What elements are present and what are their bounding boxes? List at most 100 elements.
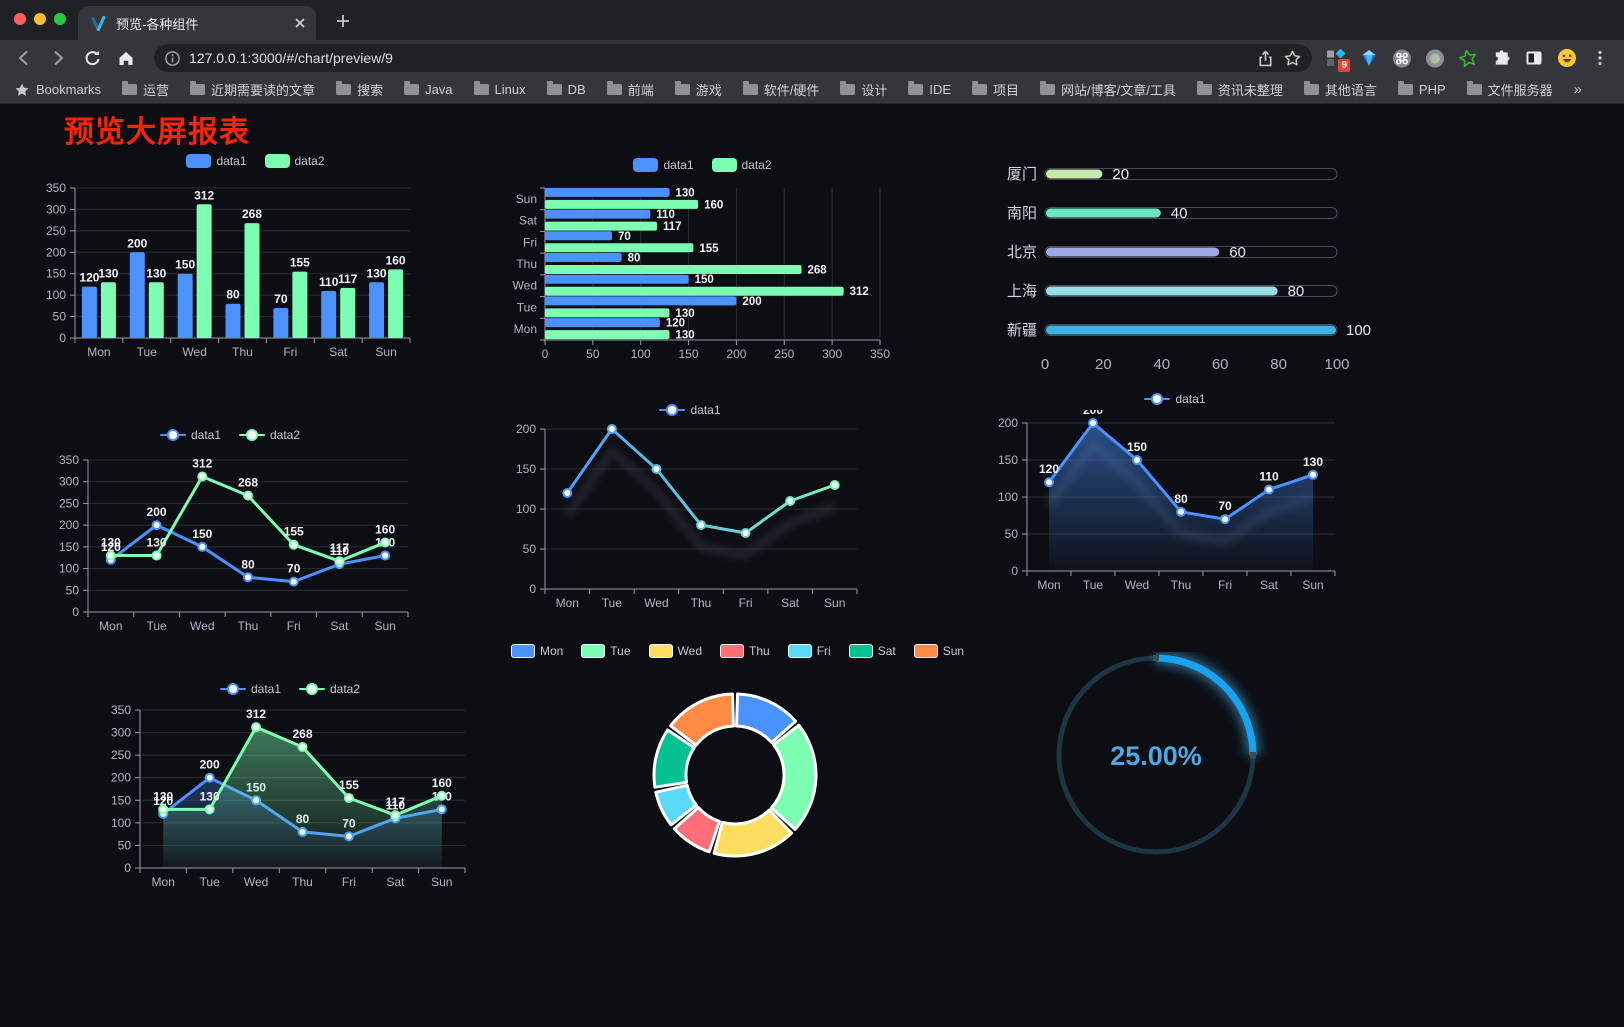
svg-text:350: 350 [111, 703, 131, 717]
bookmark-folder[interactable]: PHP [1397, 81, 1446, 97]
forward-button[interactable] [44, 44, 72, 72]
bookmark-folder[interactable]: DB [546, 81, 586, 97]
bookmarks-manager[interactable]: Bookmarks [14, 82, 101, 98]
svg-text:160: 160 [432, 776, 452, 790]
reload-button[interactable] [78, 44, 106, 72]
minimize-window-button[interactable] [34, 13, 46, 25]
svg-text:250: 250 [111, 748, 131, 762]
back-button[interactable] [10, 44, 38, 72]
browser-tab[interactable]: 预览-各种组件 [78, 6, 316, 40]
svg-text:300: 300 [59, 475, 79, 489]
svg-text:Fri: Fri [739, 596, 753, 609]
legend-item[interactable]: data1 [633, 158, 694, 172]
folder-icon [606, 81, 622, 95]
legend-item[interactable]: data1 [186, 154, 247, 168]
bookmarks-overflow-chevron[interactable]: » [1573, 81, 1583, 98]
svg-text:120: 120 [101, 540, 121, 554]
legend-item[interactable]: Mon [510, 644, 563, 658]
extension-gem-icon[interactable] [1359, 48, 1379, 68]
svg-text:200: 200 [742, 296, 761, 308]
svg-text:80: 80 [1174, 492, 1188, 506]
legend-item[interactable]: data1 [159, 428, 221, 442]
url-bar[interactable]: 127.0.0.1:3000/#/chart/preview/9 [154, 44, 1312, 72]
bookmark-folder[interactable]: 其他语言 [1303, 80, 1377, 99]
chart-legend: data1 [985, 388, 1365, 410]
folder-icon [1196, 81, 1212, 95]
legend-item[interactable]: data2 [299, 682, 360, 696]
svg-text:Sun: Sun [431, 875, 452, 889]
svg-text:Thu: Thu [238, 619, 259, 633]
legend-item[interactable]: Sat [848, 644, 896, 658]
svg-text:268: 268 [242, 207, 262, 221]
legend-item[interactable]: Sun [913, 644, 964, 658]
extensions-puzzle-icon[interactable] [1491, 48, 1511, 68]
bookmark-folder[interactable]: Java [404, 81, 453, 97]
bookmark-folder[interactable]: 搜索 [336, 80, 383, 99]
svg-text:110: 110 [386, 798, 406, 812]
legend-item[interactable]: data2 [239, 428, 300, 442]
bookmark-folder[interactable]: 文件服务器 [1466, 80, 1553, 99]
svg-text:Sat: Sat [781, 596, 800, 609]
bookmark-folder[interactable]: Linux [473, 81, 526, 97]
page-content: 预览大屏报表 data1 data2 0 50 100 150 200 250 300 350 M… [0, 104, 1624, 1027]
sidebar-icon[interactable] [1524, 48, 1544, 68]
svg-text:150: 150 [46, 267, 66, 281]
svg-text:130: 130 [675, 187, 694, 199]
bookmark-folder[interactable]: 游戏 [674, 80, 722, 99]
svg-text:117: 117 [663, 221, 682, 233]
svg-text:110: 110 [656, 209, 675, 221]
bookmark-folder[interactable]: IDE [908, 81, 951, 97]
site-info-icon[interactable] [164, 50, 181, 67]
bookmark-star-icon[interactable] [1283, 49, 1302, 68]
extension-dot-icon[interactable] [1425, 48, 1445, 68]
svg-text:150: 150 [998, 453, 1018, 467]
bookmark-folder[interactable]: 软件/硬件 [742, 80, 819, 99]
svg-text:200: 200 [1083, 410, 1103, 417]
legend-item[interactable]: Fri [787, 644, 831, 658]
svg-text:350: 350 [46, 181, 66, 195]
svg-text:200: 200 [516, 422, 536, 436]
bookmark-folder[interactable]: 设计 [840, 80, 887, 99]
bookmark-folder[interactable]: 近期需要读的文章 [190, 80, 315, 99]
extension-command-icon[interactable] [1392, 48, 1412, 68]
extension-star-icon[interactable] [1458, 48, 1478, 68]
svg-text:100: 100 [631, 347, 651, 361]
url-text[interactable]: 127.0.0.1:3000/#/chart/preview/9 [189, 50, 393, 66]
folder-icon [190, 81, 206, 95]
profile-avatar[interactable] [1557, 48, 1577, 68]
legend-item[interactable]: Tue [581, 644, 631, 658]
share-icon[interactable] [1256, 49, 1275, 68]
chart-legend: data1 [495, 399, 885, 421]
svg-text:130: 130 [675, 330, 694, 342]
menu-dots-icon[interactable] [1590, 48, 1610, 68]
svg-text:200: 200 [147, 505, 167, 519]
area-line-chart: data1 0 50 100 150 200 Mon Tue Wed Thu Fri Sat Sun 1… [985, 388, 1365, 598]
gauge-chart-canvas: 25.00% [1056, 652, 1263, 855]
legend-item[interactable]: data1 [659, 403, 721, 417]
bookmark-folder[interactable]: 运营 [122, 80, 169, 99]
zoom-window-button[interactable] [54, 13, 66, 25]
bookmark-folder[interactable]: 前端 [606, 80, 654, 99]
tab-close-icon[interactable] [294, 17, 306, 29]
bookmark-folder[interactable]: 资讯未整理 [1196, 80, 1283, 99]
legend-item[interactable]: data2 [711, 158, 772, 172]
svg-text:268: 268 [238, 476, 258, 490]
legend-item[interactable]: data1 [1144, 392, 1206, 406]
legend-item[interactable]: Thu [720, 644, 770, 658]
close-window-button[interactable] [14, 13, 26, 25]
legend-item[interactable]: Wed [648, 644, 702, 658]
folder-icon [122, 81, 138, 95]
extension-blocks-icon[interactable]: 9 [1326, 48, 1351, 73]
bookmark-folder[interactable]: 项目 [972, 80, 1019, 99]
svg-text:312: 312 [246, 707, 266, 721]
svg-text:117: 117 [330, 541, 350, 555]
legend-item[interactable]: data1 [219, 682, 281, 696]
svg-text:130: 130 [98, 266, 118, 280]
svg-text:Fri: Fri [342, 875, 356, 889]
new-tab-button[interactable] [330, 8, 356, 34]
svg-text:100: 100 [111, 816, 131, 830]
bookmark-folder[interactable]: 网站/博客/文章/工具 [1040, 80, 1176, 99]
legend-item[interactable]: data2 [264, 154, 325, 168]
home-button[interactable] [112, 44, 140, 72]
